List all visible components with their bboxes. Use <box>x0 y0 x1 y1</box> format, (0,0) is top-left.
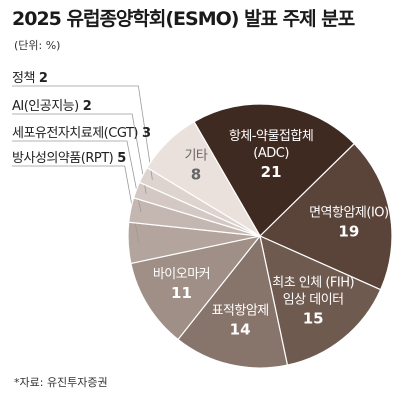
outside-label-value: 2 <box>38 71 48 86</box>
outside-label: 방사성의약품(RPT) 5 <box>12 147 126 166</box>
slice-value: 15 <box>303 310 324 328</box>
slice-label: 기타 <box>184 148 207 163</box>
outside-label: 세포유전자치료제(CGT) 3 <box>12 122 151 141</box>
slice-label: 면역항암제(IO) <box>309 206 389 221</box>
outside-label-value: 3 <box>141 126 151 141</box>
source-note: *자료: 유진투자증권 <box>14 376 108 389</box>
slice-label: (ADC) <box>253 146 289 161</box>
outside-label-name: 방사성의약품(RPT) <box>12 151 114 166</box>
pie-slice <box>258 142 393 291</box>
slice-value: 19 <box>338 223 359 241</box>
outside-label-name: 세포유전자치료제(CGT) <box>12 126 138 141</box>
slice-value: 21 <box>261 163 282 181</box>
chart-title: 2025 유럽종양학회(ESMO) 발표 주제 분포 <box>12 8 355 30</box>
outside-label-value: 2 <box>82 99 92 114</box>
outside-label: 정책 2 <box>12 67 48 86</box>
pie-slice <box>259 234 382 366</box>
leader-line <box>12 113 147 194</box>
pie-slice <box>193 103 356 237</box>
slice-label: 최초 인체 (FIH) <box>272 276 354 291</box>
slice-label: 바이오마커 <box>153 267 210 282</box>
pie-slice <box>130 235 262 341</box>
leader-line <box>12 85 153 180</box>
outside-label-name: 정책 <box>12 71 35 86</box>
slice-value: 11 <box>171 284 192 302</box>
slice-value: 8 <box>191 165 201 183</box>
pie-slice <box>146 120 261 237</box>
outside-label-name: AI(인공지능) <box>12 99 79 114</box>
outside-label: AI(인공지능) 2 <box>12 95 92 114</box>
slice-label: 표적항암제 <box>211 303 268 318</box>
pie-slice <box>177 234 289 369</box>
unit-note: (단위: %) <box>14 39 61 52</box>
leader-line <box>12 165 140 243</box>
slice-label: 임상 데이터 <box>283 293 344 308</box>
slice-label: 항체-약물접합체 <box>229 129 313 144</box>
slice-value: 14 <box>230 320 251 338</box>
outside-label-value: 5 <box>117 151 126 166</box>
